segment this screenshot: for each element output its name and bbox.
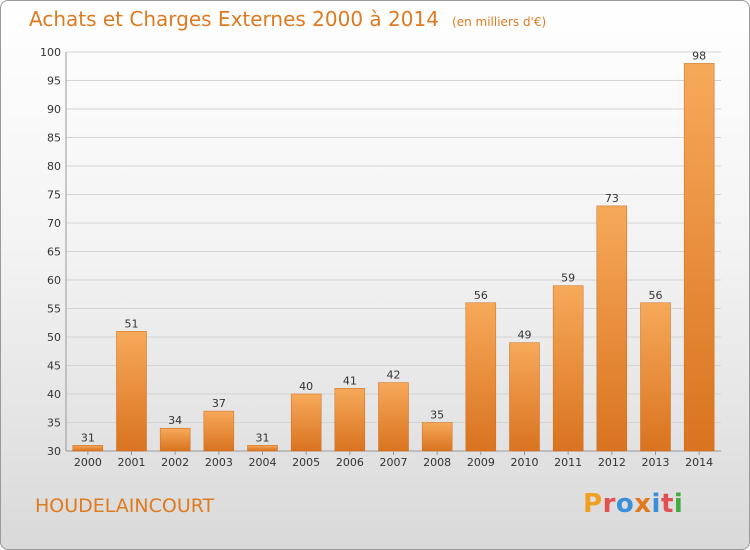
chart-title: Achats et Charges Externes 2000 à 2014 (… [29,7,546,31]
x-tick-label: 2007 [380,456,408,469]
logo-letter: i [673,489,684,519]
value-label: 59 [561,272,575,285]
logo-letter: i [651,489,661,519]
value-label: 40 [299,380,313,393]
bar-2005 [290,393,322,452]
title-main: Achats et Charges Externes 2000 à 2014 [29,7,439,31]
logo-letter: o [615,489,635,519]
x-tick-label: 2001 [118,456,146,469]
y-tick-label: 50 [47,331,61,344]
logo-letter: x [634,489,652,519]
y-tick-label: 30 [47,445,61,458]
y-tick-label: 100 [40,46,61,59]
y-tick-label: 75 [47,189,61,202]
x-tick-label: 2000 [74,456,102,469]
x-tick-label: 2012 [598,456,626,469]
y-tick-label: 85 [47,132,61,145]
value-label: 42 [387,369,401,382]
x-tick-label: 2002 [161,456,189,469]
x-tick-label: 2011 [554,456,582,469]
y-tick-label: 35 [47,417,61,430]
bar-2001 [116,331,147,452]
bar-2012 [596,205,628,452]
value-label: 56 [649,289,663,302]
bar-2011 [552,285,584,452]
y-tick-label: 40 [47,388,61,401]
bar-2013 [640,302,671,452]
x-tick-label: 2004 [249,456,277,469]
value-label: 37 [212,397,226,410]
value-label: 49 [518,329,532,342]
value-label: 98 [692,49,706,62]
x-tick-label: 2008 [423,456,451,469]
bar-2007 [378,382,409,452]
bar-2014 [683,63,715,452]
x-tick-label: 2014 [685,456,713,469]
x-tick-label: 2009 [467,456,495,469]
value-label: 51 [125,317,139,330]
logo-letter: t [660,489,674,519]
x-tick-label: 2006 [336,456,364,469]
bar-2009 [465,302,497,452]
logo-letter: r [602,489,616,519]
x-tick-label: 2010 [511,456,539,469]
bar-2010 [509,342,540,452]
x-tick-label: 2005 [292,456,320,469]
x-tick-label: 2003 [205,456,233,469]
value-label: 31 [81,431,95,444]
bar-2008 [421,422,453,452]
value-label: 56 [474,289,488,302]
value-label: 35 [430,409,444,422]
value-label: 31 [256,431,270,444]
logo-letter: P [583,489,603,519]
title-unit: (en milliers d'€) [452,15,547,29]
y-tick-label: 90 [47,103,61,116]
y-tick-label: 60 [47,274,61,287]
y-tick-label: 55 [47,303,61,316]
y-tick-label: 65 [47,246,61,259]
value-label: 34 [168,414,182,427]
value-label: 41 [343,374,357,387]
bar-2003 [203,410,235,452]
bar-2002 [159,427,191,452]
bar-2006 [334,388,366,452]
bar-2004 [247,445,278,452]
commune-name: HOUDELAINCOURT [35,495,215,517]
y-tick-label: 80 [47,160,61,173]
y-tick-label: 95 [47,75,61,88]
y-tick-label: 45 [47,360,61,373]
x-tick-label: 2013 [642,456,670,469]
value-label: 73 [605,192,619,205]
proxiti-logo: Proxiti [583,489,683,519]
y-tick-label: 70 [47,217,61,230]
bar-2000 [72,445,104,452]
